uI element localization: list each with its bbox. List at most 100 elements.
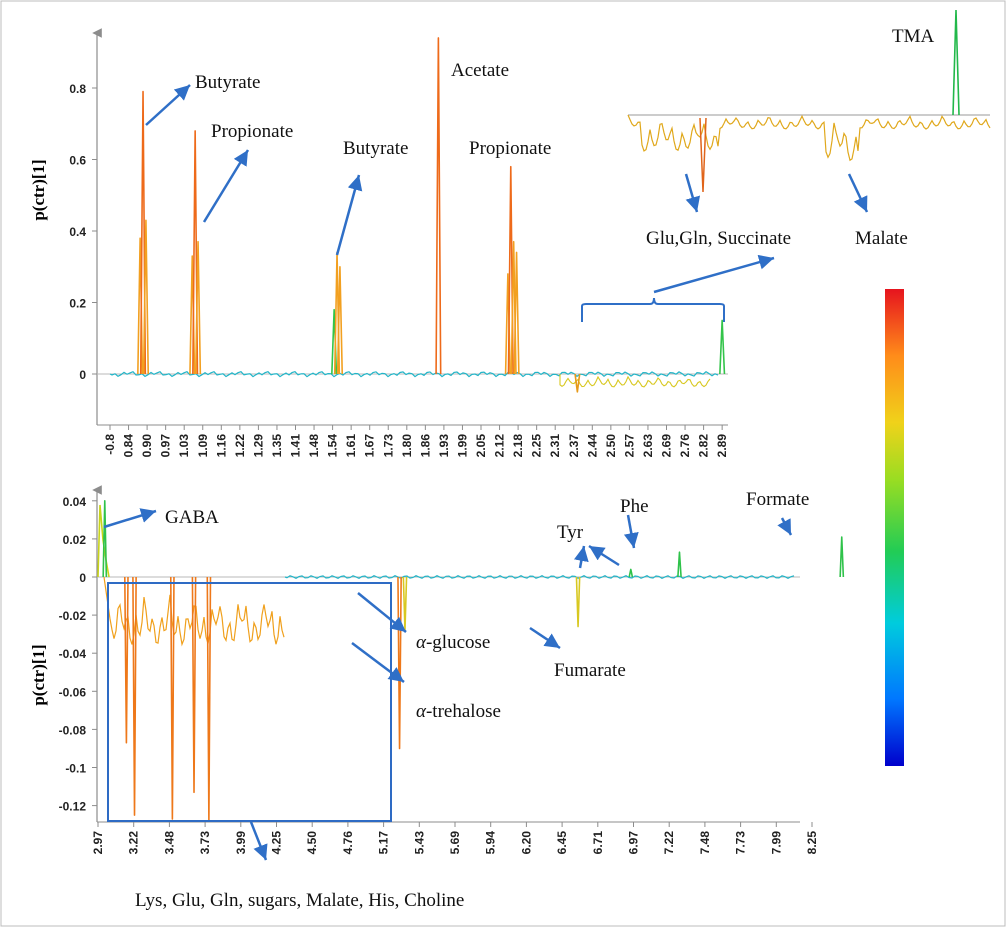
arrow-gaba (103, 508, 157, 529)
bottom-y-tick-label: -0.02 (59, 609, 87, 623)
top-x-tick-label: 1.03 (177, 434, 191, 458)
bottom-x-ticks: 2.97 3.22 3.48 3.73 3.99 4.25 4.50 4.76 5.17 5.43… (91, 821, 819, 855)
top-x-tick-label: 0.90 (140, 434, 154, 458)
bottom-gaba-peak (97, 504, 110, 578)
top-x-tick-label: -0.8 (103, 434, 117, 455)
bottom-x-tick-label: 8.25 (805, 831, 819, 855)
top-x-tick-label: 1.22 (233, 434, 247, 458)
bottom-spectrum-trace (97, 500, 845, 822)
inset-succinate-peak (699, 117, 707, 193)
label-fumarate: Fumarate (554, 660, 626, 681)
top-x-tick-label: 1.86 (418, 434, 432, 458)
top-x-tick-label: 1.16 (214, 434, 228, 458)
bottom-y-tick-label: -0.1 (65, 762, 86, 776)
label-alpha-trehalose: α-trehalose (416, 701, 501, 722)
highlight-box (107, 582, 392, 822)
bottom-x-tick-label: 4.76 (341, 831, 355, 855)
top-x-tick-label: 2.82 (697, 434, 711, 458)
bottom-peak (628, 568, 634, 578)
bottom-x-tick-label: 7.73 (734, 831, 748, 855)
top-x-tick-label: 1.67 (363, 434, 377, 458)
top-x-tick-label: 2.89 (715, 434, 729, 458)
bottom-x-tick-label: 7.48 (698, 831, 712, 855)
label-tma: TMA (892, 26, 935, 47)
bottom-x-tick-label: 6.20 (519, 831, 533, 855)
bottom-peak (839, 536, 845, 578)
top-x-tick-label: 2.69 (660, 434, 674, 458)
bottom-peak (677, 551, 682, 578)
bottom-peak (402, 576, 408, 632)
inset-tma-peak (952, 9, 960, 116)
bottom-x-tick-label: 6.71 (591, 831, 605, 855)
bottom-y-tick-label: -0.08 (59, 723, 87, 737)
bottom-y-tick-label: -0.12 (59, 800, 87, 814)
bottom-x-tick-label: 3.22 (127, 831, 141, 855)
top-y-tick-label: 0.8 (69, 82, 86, 96)
top-x-ticks: -0.8 0.84 0.90 0.97 1.03 1.09 1.16 1.22 1.29 1.35… (97, 424, 729, 458)
bottom-peak (169, 576, 175, 820)
top-x-tick-label: 1.99 (455, 434, 469, 458)
bottom-y-tick-label: 0.04 (63, 495, 87, 509)
bottom-x-tick-label: 3.99 (234, 831, 248, 855)
annotations: Butyrate Propionate Butyrate Acetate Pro… (135, 26, 935, 911)
bottom-x-tick-label: 3.73 (198, 831, 212, 855)
inset-zoom-trace (627, 9, 991, 193)
bottom-x-tick-label: 6.45 (555, 831, 569, 855)
top-x-tick-label: 1.73 (381, 434, 395, 458)
top-y-tick-label: 0.6 (69, 154, 86, 168)
label-acetate: Acetate (451, 60, 509, 81)
label-alpha-glucose: α-glucose (416, 632, 490, 653)
inset-trace (627, 114, 991, 162)
bottom-dense-region (103, 576, 285, 647)
arrow-bottom-note (249, 821, 268, 861)
arrow-formate (777, 517, 793, 536)
top-negative-region (559, 374, 711, 388)
top-peak (719, 319, 726, 375)
top-peak (336, 265, 344, 375)
bottom-y-tick-label: 0 (79, 571, 86, 585)
top-x-tick-label: 2.57 (622, 434, 636, 458)
arrow-tyr-1 (573, 545, 589, 569)
top-x-tick-label: 2.50 (604, 434, 618, 458)
bottom-peak (132, 576, 137, 816)
bottom-y-ticks: 0.04 0.02 0 -0.02 -0.04 -0.06 -0.08 -0.1 -0.12 (59, 495, 97, 814)
bottom-peak (397, 576, 402, 750)
bottom-baseline (284, 575, 795, 579)
top-x-tick-label: 2.25 (530, 434, 544, 458)
top-y-tick-label: 0.2 (69, 297, 86, 311)
top-x-tick-label: 1.09 (196, 434, 210, 458)
bottom-x-tick-label: 6.97 (627, 831, 641, 855)
top-x-tick-label: 1.80 (400, 434, 414, 458)
trehalose-alpha-symbol: α (416, 701, 427, 722)
top-x-tick-label: 2.63 (641, 434, 655, 458)
bottom-x-tick-label: 5.43 (412, 831, 426, 855)
top-x-tick-label: 1.35 (270, 434, 284, 458)
bottom-peak (191, 576, 197, 794)
top-chart: p(ctr)[1] 0.8 0.6 0.4 0.2 0 -0.8 0.84 0.90 0.97… (29, 28, 729, 458)
arrow-propionate-1 (202, 149, 250, 223)
top-x-tick-label: 2.18 (511, 434, 525, 458)
region-bracket (581, 297, 725, 322)
bottom-x-tick-label: 3.48 (162, 831, 176, 855)
label-glu-gln-succinate: Glu,Gln, Succinate (646, 228, 791, 249)
arrow-tyr-2 (588, 544, 620, 567)
top-baseline (109, 371, 719, 378)
bottom-peak (575, 576, 581, 628)
top-x-tick-label: 1.54 (326, 434, 340, 458)
glucose-alpha-symbol: α (416, 632, 427, 653)
label-propionate-2: Propionate (469, 138, 551, 159)
top-x-tick-label: 2.31 (548, 434, 562, 458)
bottom-x-tick-label: 5.17 (377, 831, 391, 855)
bottom-x-tick-label: 5.94 (484, 831, 498, 855)
bottom-chart: p(ctr)[1] 0.04 0.02 0 -0.02 -0.04 -0.06 -0.08 -… (29, 485, 845, 855)
color-scale-bar (885, 289, 904, 766)
top-x-tick-label: 1.41 (289, 434, 303, 458)
arrow-fumarate (529, 626, 561, 650)
bottom-y-tick-label: 0.02 (63, 533, 87, 547)
bottom-peak (123, 576, 129, 744)
label-propionate-1: Propionate (211, 121, 293, 142)
top-peak (194, 240, 202, 375)
top-y-tick-label: 0.4 (69, 225, 86, 239)
top-x-tick-label: 2.12 (493, 434, 507, 458)
